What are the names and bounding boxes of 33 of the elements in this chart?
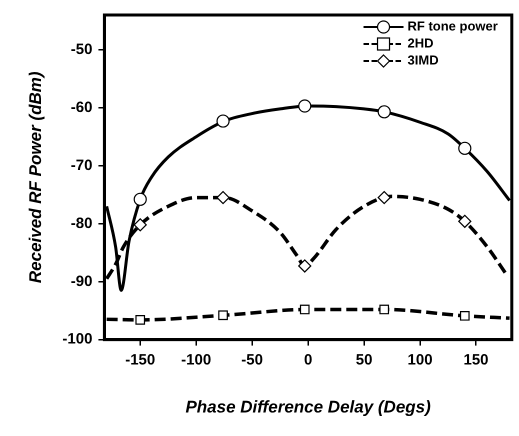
point: [216, 190, 230, 204]
point: [135, 315, 146, 325]
point: [460, 310, 470, 321]
point: [298, 99, 312, 113]
point: [378, 190, 391, 204]
x-tick-label: -50: [241, 352, 263, 369]
y-tick-label: -60: [70, 98, 92, 116]
point: [458, 214, 472, 228]
y-tick-label: -50: [70, 40, 92, 58]
x-tick-label: 50: [356, 352, 372, 369]
point: [300, 304, 310, 314]
y-tick-label: -90: [70, 272, 92, 290]
x-tick-label: 150: [463, 352, 488, 369]
point: [216, 114, 230, 128]
point: [298, 259, 312, 273]
x-tick-label: 0: [304, 352, 312, 369]
point: [134, 218, 147, 232]
y-tick-label: -100: [62, 330, 92, 348]
x-tick-label: -100: [181, 352, 212, 369]
point: [134, 192, 147, 206]
y-tick-label: -80: [70, 214, 92, 232]
legend-label: RF tone power: [408, 18, 498, 34]
y-axis-title: Received RF Power (dBm): [26, 71, 45, 284]
x-axis-title: Phase Difference Delay (Degs): [185, 397, 432, 416]
point: [379, 304, 390, 314]
legend-label: 3IMD: [408, 52, 439, 68]
point: [218, 310, 228, 320]
x-tick-label: 100: [408, 352, 433, 369]
point: [458, 142, 472, 155]
x-tick-label: -150: [125, 352, 156, 369]
point: [378, 105, 391, 118]
legend-label: 2HD: [408, 36, 434, 51]
y-tick-label: -70: [70, 156, 92, 174]
